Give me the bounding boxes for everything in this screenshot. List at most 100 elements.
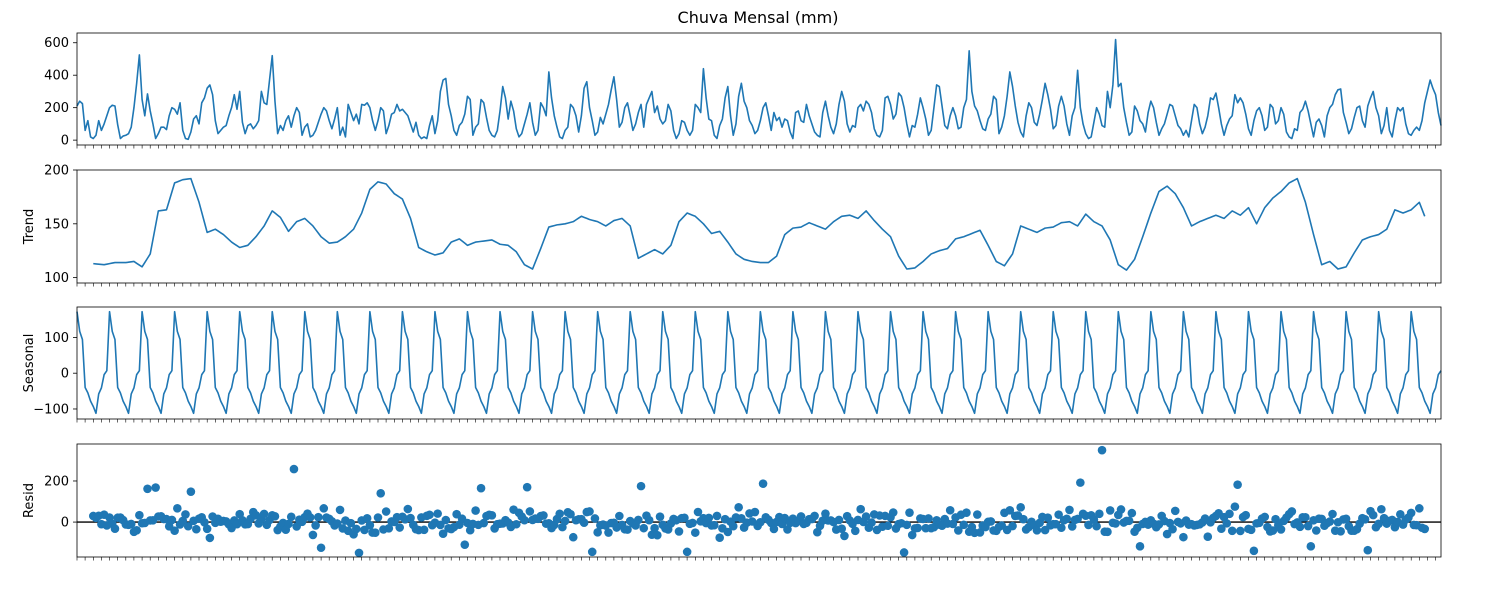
resid-point (590, 514, 600, 523)
resid-point (945, 505, 955, 515)
resid-point (756, 517, 765, 527)
resid-point (850, 526, 860, 536)
resid-point (837, 524, 847, 534)
resid-point (1363, 545, 1373, 555)
observed-axes-frame (76, 32, 1442, 146)
trend-ytick-label: 100 (44, 271, 69, 286)
resid-point (1057, 523, 1066, 533)
resid-xticks (76, 557, 1436, 561)
resid-point (1287, 507, 1297, 516)
resid-point (1032, 526, 1042, 535)
resid-point (1054, 510, 1063, 519)
resid-point (907, 530, 917, 540)
resid-point (579, 518, 589, 528)
resid-point (173, 504, 182, 513)
resid-point (151, 483, 160, 492)
resid-point (1374, 519, 1383, 529)
resid-point (688, 518, 697, 528)
resid-point (1295, 522, 1305, 532)
observed-ytick-label: 600 (44, 36, 69, 51)
seasonal-ytick-label: 100 (44, 331, 69, 346)
resid-point (962, 508, 971, 517)
resid-point (888, 508, 898, 517)
resid-point (1328, 509, 1337, 519)
resid-point (512, 519, 521, 529)
resid-point (1135, 542, 1145, 551)
seasonal-axes-frame (76, 306, 1442, 420)
resid-point (1105, 506, 1115, 515)
resid-point (704, 513, 714, 523)
resid-point (856, 504, 865, 514)
resid-point (436, 520, 445, 530)
resid-point (1016, 503, 1025, 512)
resid-point (200, 517, 209, 527)
resid-point (181, 510, 190, 519)
resid-point (623, 525, 632, 534)
resid-point (1168, 524, 1177, 534)
resid-point (902, 520, 912, 530)
resid-point (1415, 504, 1424, 513)
resid-point (170, 526, 179, 535)
resid-point (783, 525, 792, 534)
resid-point (438, 529, 448, 539)
resid-point (192, 524, 201, 534)
resid-point (723, 527, 733, 537)
resid-point (346, 518, 356, 528)
resid-point (566, 509, 575, 519)
resid-point (1127, 508, 1137, 518)
panel-resid: 0 200 Resid (22, 443, 1442, 561)
resid-point (1377, 504, 1386, 514)
trend-axes-frame (76, 169, 1442, 284)
resid-point (1311, 526, 1321, 535)
observed-ytick-label: 0 (61, 134, 69, 149)
resid-point (476, 483, 486, 493)
resid-point (1116, 505, 1126, 514)
resid-point (1103, 527, 1112, 537)
resid-point (1233, 480, 1242, 489)
resid-point (655, 512, 665, 522)
resid-point (639, 523, 649, 533)
resid-axes-frame (76, 443, 1442, 558)
resid-point (1067, 522, 1077, 531)
resid-point (1246, 525, 1256, 535)
resid-point (460, 540, 470, 549)
resid-point (604, 528, 613, 537)
resid-point (924, 514, 933, 523)
resid-point (1225, 509, 1234, 519)
trend-ylabel: Trend (22, 209, 37, 246)
resid-point (861, 512, 871, 521)
panel-seasonal: −100 0 100 Seasonal (22, 306, 1442, 423)
resid-point (634, 515, 643, 525)
resid-point (419, 525, 429, 535)
resid-point (471, 506, 480, 515)
resid-point (709, 520, 719, 530)
resid-point (680, 513, 689, 523)
resid-point (479, 518, 489, 528)
panel-trend: 100 150 200 Trend (22, 164, 1442, 287)
resid-point (1227, 526, 1237, 536)
resid-point (1005, 506, 1015, 515)
resid-point (899, 548, 909, 557)
observed-ytick-label: 400 (44, 69, 69, 84)
resid-point (406, 513, 415, 523)
resid-point (384, 524, 394, 533)
resid-point (132, 526, 141, 535)
resid-point (905, 508, 914, 517)
resid-point (615, 511, 624, 521)
resid-point (376, 489, 386, 498)
resid-point (289, 464, 299, 474)
resid-point (370, 528, 380, 538)
resid-point (186, 487, 196, 496)
resid-point (135, 510, 144, 520)
resid-point (1124, 516, 1134, 526)
resid-point (352, 524, 361, 534)
seasonal-series-line (76, 310, 1442, 415)
resid-point (734, 502, 743, 512)
resid-point (986, 517, 996, 526)
trend-ytick-label: 200 (44, 164, 69, 179)
observed-series-line (76, 38, 1442, 141)
seasonal-ylabel: Seasonal (22, 334, 37, 393)
resid-point (1341, 514, 1351, 524)
resid-point (975, 528, 985, 537)
